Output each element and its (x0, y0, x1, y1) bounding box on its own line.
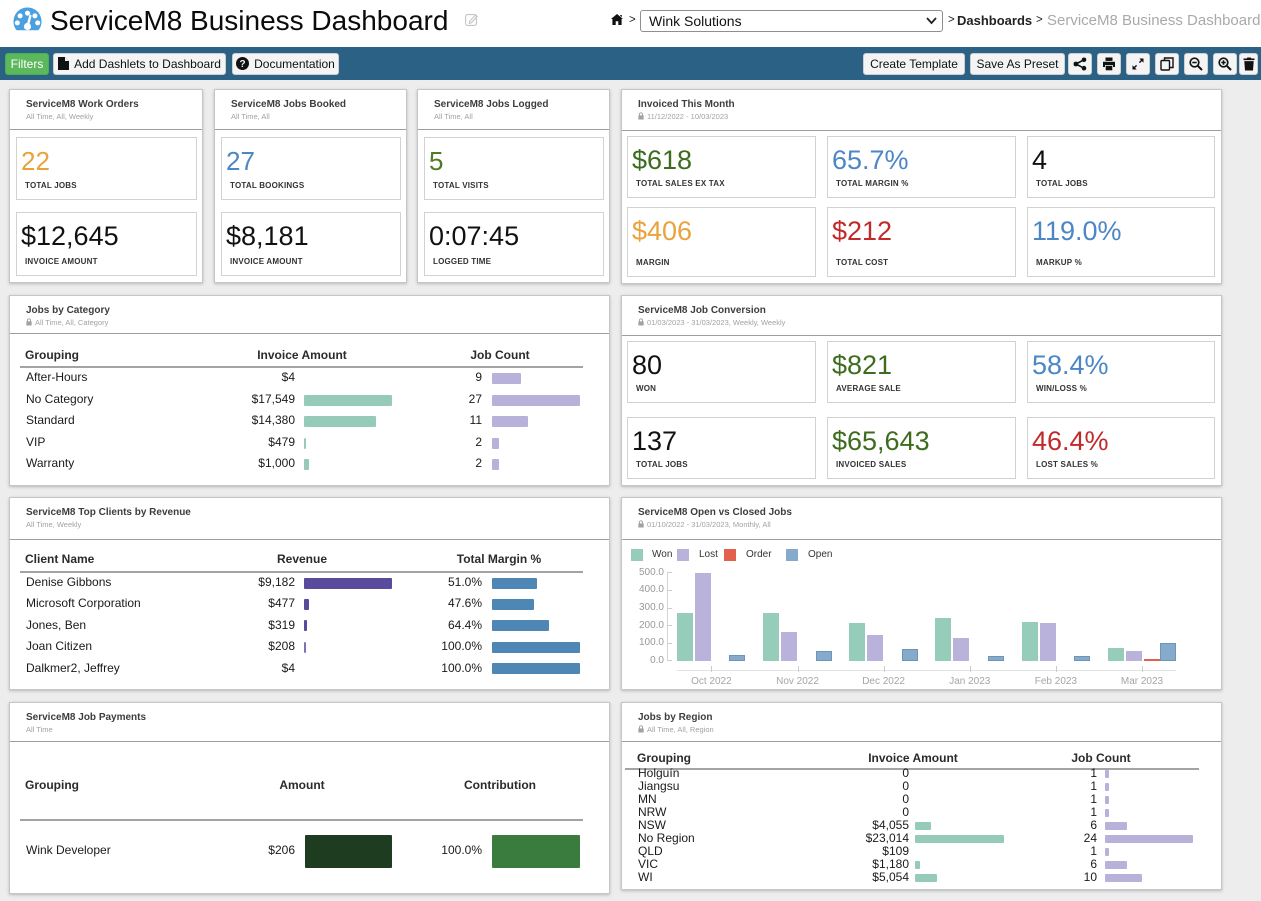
svg-text:?: ? (240, 59, 246, 70)
